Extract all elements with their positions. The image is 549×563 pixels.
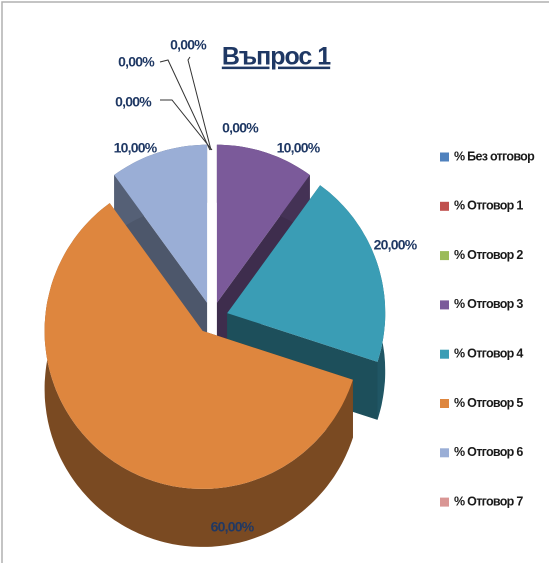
- legend-label: % Отговор 4: [454, 346, 523, 360]
- legend-label: % Отговор 2: [454, 248, 523, 262]
- data-label: 60,00%: [211, 519, 255, 535]
- legend-label: % Отговор 6: [454, 445, 523, 459]
- legend-label: % Без отговор: [454, 149, 535, 163]
- slice: [227, 185, 386, 362]
- data-label: 0,00%: [222, 120, 259, 136]
- legend-swatch: [440, 448, 449, 458]
- legend-label: % Отговор 5: [454, 396, 523, 410]
- slice-tops: [44, 144, 386, 489]
- labels: 0,00% 0,00% 0,00% 10,00% 20,00% 60,00% 10,00% 0…: [114, 37, 419, 535]
- legend-swatch: [440, 399, 449, 408]
- legend-swatch: [440, 152, 449, 162]
- data-label: 20,00%: [374, 237, 418, 253]
- legend-label: % Отговор 3: [454, 297, 523, 311]
- data-label: 10,00%: [277, 140, 321, 156]
- legend-label: % Отговор 7: [454, 494, 523, 508]
- data-label: 10,00%: [114, 140, 158, 156]
- legend-swatch: [440, 201, 449, 211]
- legend-swatch: [440, 497, 449, 507]
- legend-swatch: [440, 300, 449, 310]
- legend-label: % Отговор 1: [454, 199, 523, 213]
- slice: [44, 203, 353, 489]
- leader-line: [187, 56, 212, 151]
- legend: % Без отговор % Отговор 1 % Отговор 2 % Отг…: [440, 149, 536, 508]
- slice: [216, 144, 310, 303]
- leader-line: [160, 99, 213, 151]
- data-label: 0,00%: [170, 37, 207, 53]
- chart-title: Въпрос 1: [222, 43, 331, 71]
- leader-line: [159, 59, 211, 151]
- data-label: 0,00%: [115, 94, 152, 110]
- slice: [114, 144, 208, 303]
- legend-swatch: [440, 349, 449, 359]
- data-label: 0,00%: [118, 54, 155, 70]
- legend-swatch: [440, 251, 449, 261]
